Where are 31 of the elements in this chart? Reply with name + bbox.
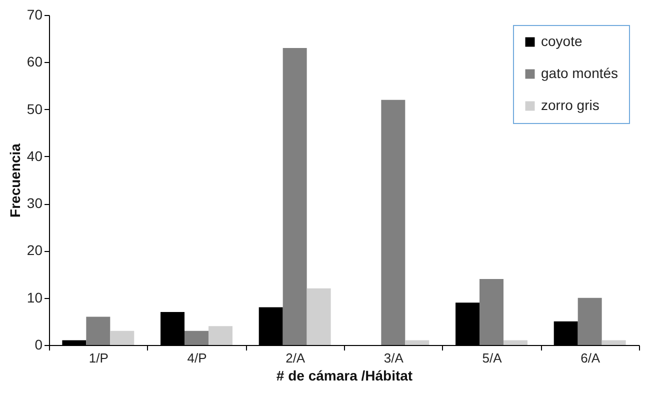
y-tick-label: 60	[26, 54, 43, 70]
bar	[381, 100, 406, 345]
y-tick-label: 70	[26, 6, 43, 22]
x-tick-label: 1/P	[88, 350, 108, 366]
y-tick-label: 40	[26, 148, 43, 164]
x-tick-label: 5/A	[482, 350, 502, 366]
y-tick-label: 0	[34, 336, 43, 352]
bar	[86, 316, 110, 345]
x-tick-label: 3/A	[384, 350, 404, 366]
x-axis-title: # de cámara /Hábitat	[276, 368, 413, 384]
bar	[208, 326, 232, 345]
x-tick-label: 2/A	[286, 350, 306, 366]
x-tick-label: 6/A	[580, 350, 600, 366]
bar	[503, 340, 528, 345]
y-tick-label: 20	[26, 242, 43, 258]
bar	[306, 288, 331, 345]
bar	[405, 340, 430, 345]
y-tick-label: 50	[26, 100, 43, 117]
bar	[184, 330, 208, 345]
legend-label: gato montés	[541, 65, 618, 81]
legend-label: zorro gris	[541, 97, 600, 113]
bar	[602, 340, 626, 345]
bar	[578, 298, 602, 345]
y-tick-label: 10	[26, 289, 43, 306]
y-axis-title: Frecuencia	[6, 143, 23, 218]
bar	[282, 48, 307, 345]
y-tick-label: 30	[26, 195, 43, 212]
bar	[110, 330, 134, 345]
legend-label: coyote	[541, 33, 582, 49]
x-tick-label: 4/P	[187, 350, 207, 366]
bar	[480, 279, 504, 345]
